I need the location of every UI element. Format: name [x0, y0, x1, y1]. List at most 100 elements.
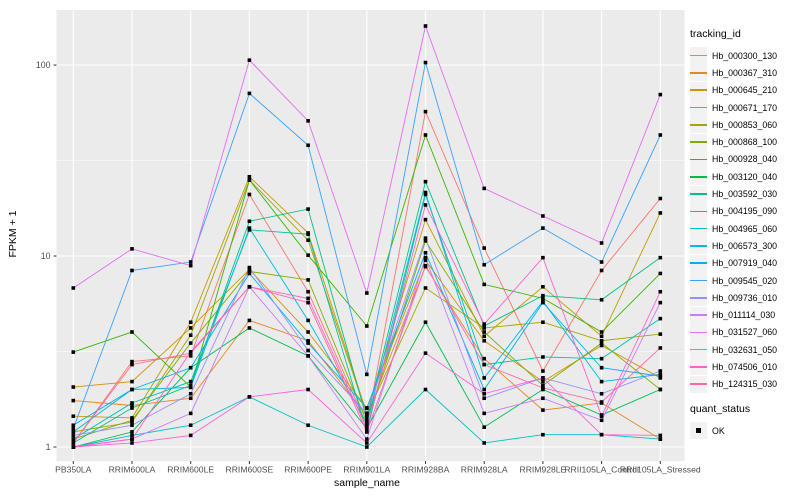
data-point-Hb_124315_030: [423, 263, 428, 268]
data-point-Hb_003592_030: [482, 324, 486, 328]
data-point-Hb_124315_030: [247, 284, 252, 289]
data-point-Hb_074506_010: [423, 203, 428, 207]
data-point-Hb_000868_100: [423, 239, 428, 243]
x-tick-label: RRII105LA_Stressed: [620, 465, 701, 475]
data-point-Hb_074506_010: [306, 296, 310, 301]
legend-item-label: Hb_031527_060: [712, 327, 778, 338]
data-point-Hb_074506_010: [658, 289, 663, 294]
data-point-Hb_031527_060: [541, 214, 545, 218]
data-point-Hb_004195_090: [599, 356, 604, 361]
data-point-Hb_007919_040: [188, 365, 193, 370]
data-point-Hb_009545_020: [247, 91, 252, 96]
data-point-Hb_000367_310: [71, 398, 76, 403]
data-point-Hb_006573_300: [599, 379, 604, 384]
data-point-Hb_004195_090: [130, 401, 134, 405]
data-point-Hb_000645_210: [71, 385, 76, 389]
data-point-Hb_000928_040: [247, 178, 252, 182]
data-point-Hb_000367_310: [188, 396, 193, 401]
data-point-Hb_011114_030: [482, 411, 486, 416]
data-point-Hb_003592_030: [306, 207, 310, 211]
legend-key-line-icon: [690, 289, 707, 307]
data-point-Hb_124315_030: [306, 300, 310, 305]
legend-key-line-icon: [690, 185, 707, 203]
legend-item-label: Hb_007919_040: [712, 258, 778, 269]
data-point-Hb_003120_040: [658, 387, 663, 392]
data-point-Hb_000645_210: [188, 326, 193, 330]
legend-item-Hb_007919_040: Hb_007919_040: [690, 254, 798, 272]
data-point-Hb_004195_090: [541, 355, 545, 359]
legend-item-label: Hb_000853_060: [712, 119, 778, 130]
data-point-Hb_007919_040: [423, 250, 428, 255]
data-point-Hb_006573_300: [247, 226, 252, 230]
y-tick-label: 100: [36, 60, 51, 70]
data-point-Hb_000300_130: [599, 268, 604, 273]
data-point-Hb_032631_050: [130, 441, 134, 445]
data-point-Hb_009736_010: [130, 423, 134, 428]
data-point-Hb_124315_030: [658, 346, 663, 350]
data-point-Hb_004195_090: [306, 232, 310, 237]
data-point-Hb_000367_310: [130, 403, 134, 408]
data-point-Hb_000300_130: [541, 369, 545, 373]
data-point-Hb_009545_020: [423, 60, 428, 65]
data-point-Hb_000300_130: [306, 289, 310, 294]
data-point-Hb_000868_100: [306, 278, 310, 282]
data-point-Hb_004965_060: [423, 387, 428, 392]
legend-key-line-icon: [690, 323, 707, 341]
legend-item-Hb_000645_210: Hb_000645_210: [690, 81, 798, 99]
legend-item-label: Hb_000645_210: [712, 85, 778, 96]
data-point-Hb_007919_040: [482, 387, 486, 392]
data-point-Hb_011114_030: [365, 437, 369, 441]
data-point-Hb_074506_010: [130, 437, 134, 441]
data-point-Hb_009545_020: [482, 262, 486, 267]
data-point-Hb_000300_130: [658, 196, 663, 201]
data-point-Hb_032631_050: [423, 351, 428, 355]
legend-item-label: Hb_032631_050: [712, 344, 778, 355]
data-point-Hb_032631_050: [658, 433, 663, 438]
data-point-Hb_011114_030: [188, 411, 193, 416]
data-point-Hb_124315_030: [599, 400, 604, 404]
legend-item-Hb_009736_010: Hb_009736_010: [690, 289, 798, 307]
data-point-Hb_000853_060: [482, 326, 486, 330]
data-point-Hb_004965_060: [482, 441, 486, 445]
legend-key-line-icon: [690, 99, 707, 117]
legend-item-label: Hb_011114_030: [712, 310, 776, 321]
x-tick-label: RRIM600LE: [167, 465, 214, 475]
legend-item-label: Hb_003120_040: [712, 171, 778, 182]
data-point-Hb_000645_210: [130, 379, 134, 384]
legend-item-Hb_000671_170: Hb_000671_170: [690, 99, 798, 117]
data-point-Hb_007919_040: [365, 406, 369, 410]
data-point-Hb_000868_100: [130, 418, 134, 423]
data-point-Hb_000671_170: [247, 174, 252, 179]
data-point-Hb_000853_060: [658, 332, 663, 336]
data-point-Hb_124315_030: [482, 362, 486, 367]
legend-item-label: Hb_009545_020: [712, 275, 778, 286]
data-point-Hb_000928_040: [541, 296, 545, 301]
legend-key-line-icon: [690, 47, 707, 65]
data-point-Hb_006573_300: [423, 190, 428, 195]
data-point-Hb_009736_010: [247, 265, 252, 270]
legend-item-Hb_000868_100: Hb_000868_100: [690, 133, 798, 151]
legend-item-label: Hb_000928_040: [712, 154, 778, 165]
legend-item-Hb_000367_310: Hb_000367_310: [690, 64, 798, 82]
legend-item-label: Hb_003592_030: [712, 189, 778, 200]
data-point-Hb_032631_050: [365, 441, 369, 445]
data-point-Hb_009736_010: [482, 396, 486, 401]
legend-key-line-icon: [690, 254, 707, 272]
data-point-Hb_000853_060: [188, 333, 193, 337]
data-point-Hb_007919_040: [599, 365, 604, 370]
data-point-Hb_011114_030: [423, 255, 428, 260]
data-point-Hb_009545_020: [365, 372, 369, 377]
data-point-Hb_000868_100: [188, 341, 193, 345]
data-point-Hb_009545_020: [130, 268, 134, 273]
data-point-Hb_032631_050: [599, 432, 604, 437]
data-point-Hb_000868_100: [482, 330, 486, 334]
data-point-Hb_000671_170: [482, 334, 486, 339]
data-point-Hb_000928_040: [658, 271, 663, 276]
data-point-Hb_000671_170: [541, 284, 545, 289]
legend-items-tracking-id: Hb_000300_130 Hb_000367_310 Hb_000645_210 H…: [690, 47, 798, 393]
legend-key-line-icon: [690, 358, 707, 376]
legend-key-line-icon: [690, 220, 707, 238]
x-tick-label: RRIM600SE: [226, 465, 274, 475]
data-point-Hb_031527_060: [423, 24, 428, 28]
data-point-Hb_000868_100: [599, 341, 604, 345]
